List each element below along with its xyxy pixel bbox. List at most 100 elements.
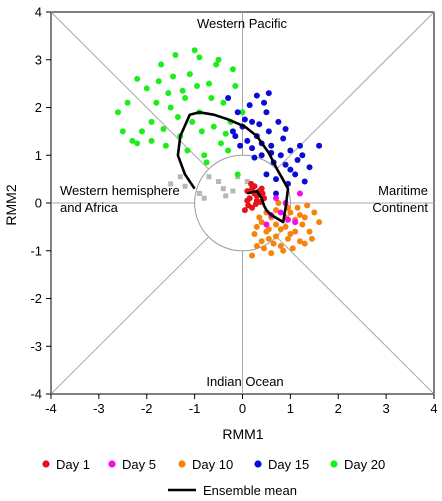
- region-label-right-line1: Maritime: [378, 183, 428, 198]
- legend-label: Day 20: [344, 457, 385, 472]
- scatter-point: [196, 54, 203, 61]
- scatter-point: [184, 147, 191, 154]
- scatter-point: [155, 78, 162, 85]
- scatter-point: [280, 135, 287, 142]
- scatter-point: [277, 209, 284, 216]
- scatter-point: [248, 180, 255, 187]
- scatter-point: [167, 104, 174, 111]
- legend-label: Ensemble mean: [203, 483, 297, 498]
- scatter-point: [268, 142, 275, 149]
- scatter-point: [296, 238, 303, 245]
- x-tick-label: -2: [141, 401, 153, 416]
- scatter-point: [253, 92, 260, 99]
- scatter-point: [203, 159, 210, 166]
- legend-marker: [178, 460, 186, 468]
- gray-square-point: [230, 188, 236, 194]
- scatter-point: [259, 190, 266, 197]
- scatter-point: [296, 190, 303, 197]
- scatter-point: [172, 51, 179, 58]
- y-tick-label: 1: [35, 148, 42, 163]
- scatter-point: [275, 200, 282, 206]
- scatter-point: [253, 242, 260, 249]
- scatter-point: [275, 118, 282, 125]
- gray-square-point: [201, 195, 207, 201]
- scatter-point: [258, 219, 265, 226]
- ensemble-mean-line: [176, 111, 290, 224]
- scatter-point: [160, 125, 167, 132]
- scatter-point: [210, 123, 217, 130]
- scatter-point: [194, 83, 201, 90]
- scatter-point: [162, 142, 169, 149]
- scatter-point: [287, 147, 294, 154]
- gray-square-point: [220, 186, 226, 192]
- y-axis-label: RMM2: [3, 184, 19, 225]
- x-tick-label: 0: [239, 401, 246, 416]
- scatter-point: [265, 226, 272, 233]
- scatter-point: [263, 171, 270, 178]
- gray-square-point: [168, 181, 174, 187]
- y-tick-label: -2: [30, 291, 42, 306]
- scatter-point: [245, 202, 252, 209]
- scatter-point: [225, 94, 232, 101]
- x-tick-label: 3: [383, 401, 390, 416]
- scatter-point: [287, 209, 294, 216]
- scatter-point: [249, 118, 256, 125]
- x-tick-label: -1: [189, 401, 201, 416]
- y-tick-label: 4: [35, 5, 42, 20]
- y-tick-label: 0: [35, 196, 42, 211]
- scatter-point: [277, 242, 284, 249]
- gray-square-point: [206, 174, 212, 180]
- scatter-point: [287, 166, 294, 173]
- gray-square-point: [223, 193, 229, 199]
- scatter-point: [289, 245, 296, 252]
- scatter-point: [304, 202, 311, 209]
- scatter-point: [258, 185, 265, 192]
- gray-square-point: [182, 183, 188, 189]
- legend-label: Day 5: [122, 457, 156, 472]
- region-label-top: Western Pacific: [197, 16, 288, 31]
- x-axis-label: RMM1: [222, 426, 263, 442]
- scatter-point: [246, 102, 253, 109]
- x-tick-label: 2: [335, 401, 342, 416]
- scatter-point: [273, 195, 280, 202]
- scatter-point: [191, 47, 198, 54]
- x-tick-label: 4: [430, 401, 437, 416]
- scatter-point: [134, 140, 141, 147]
- scatter-point: [249, 252, 256, 259]
- scatter-point: [148, 118, 155, 125]
- scatter-point: [261, 245, 268, 252]
- scatter-point: [189, 118, 196, 125]
- axis-ticks: -4 -3 -2 -1 0 1 2 3 4 -4 -3 -2 -1 0 1 2 3 4: [30, 5, 437, 417]
- scatter-point: [277, 226, 284, 233]
- scatter-point: [217, 140, 224, 147]
- region-label-bottom: Indian Ocean: [206, 374, 283, 389]
- scatter-point: [301, 240, 308, 247]
- scatter-point: [273, 176, 280, 183]
- x-tick-label: -3: [93, 401, 105, 416]
- scatter-point: [198, 128, 205, 135]
- scatter-point: [316, 219, 323, 226]
- scatter-point: [301, 214, 308, 221]
- scatter-point: [205, 80, 212, 87]
- region-label-left-line2: and Africa: [60, 200, 119, 215]
- scatter-point: [292, 219, 299, 226]
- scatter-point: [301, 178, 308, 185]
- scatter-point: [208, 94, 215, 101]
- x-tick-label: -4: [45, 401, 57, 416]
- y-tick-label: -4: [30, 387, 42, 402]
- scatter-point: [158, 61, 165, 68]
- scatter-point: [292, 228, 299, 235]
- scatter-point: [253, 223, 260, 230]
- legend-marker: [42, 460, 50, 468]
- legend-marker: [330, 460, 338, 468]
- legend-marker: [108, 460, 116, 468]
- scatter-point: [273, 233, 280, 240]
- scatter-point: [143, 85, 150, 92]
- scatter-point: [265, 235, 272, 242]
- scatter-point: [306, 164, 313, 171]
- scatter-point: [170, 73, 177, 80]
- scatter-point: [229, 128, 236, 135]
- scatter-point: [244, 137, 251, 144]
- scatter-point: [284, 216, 291, 223]
- scatter-point: [268, 250, 275, 257]
